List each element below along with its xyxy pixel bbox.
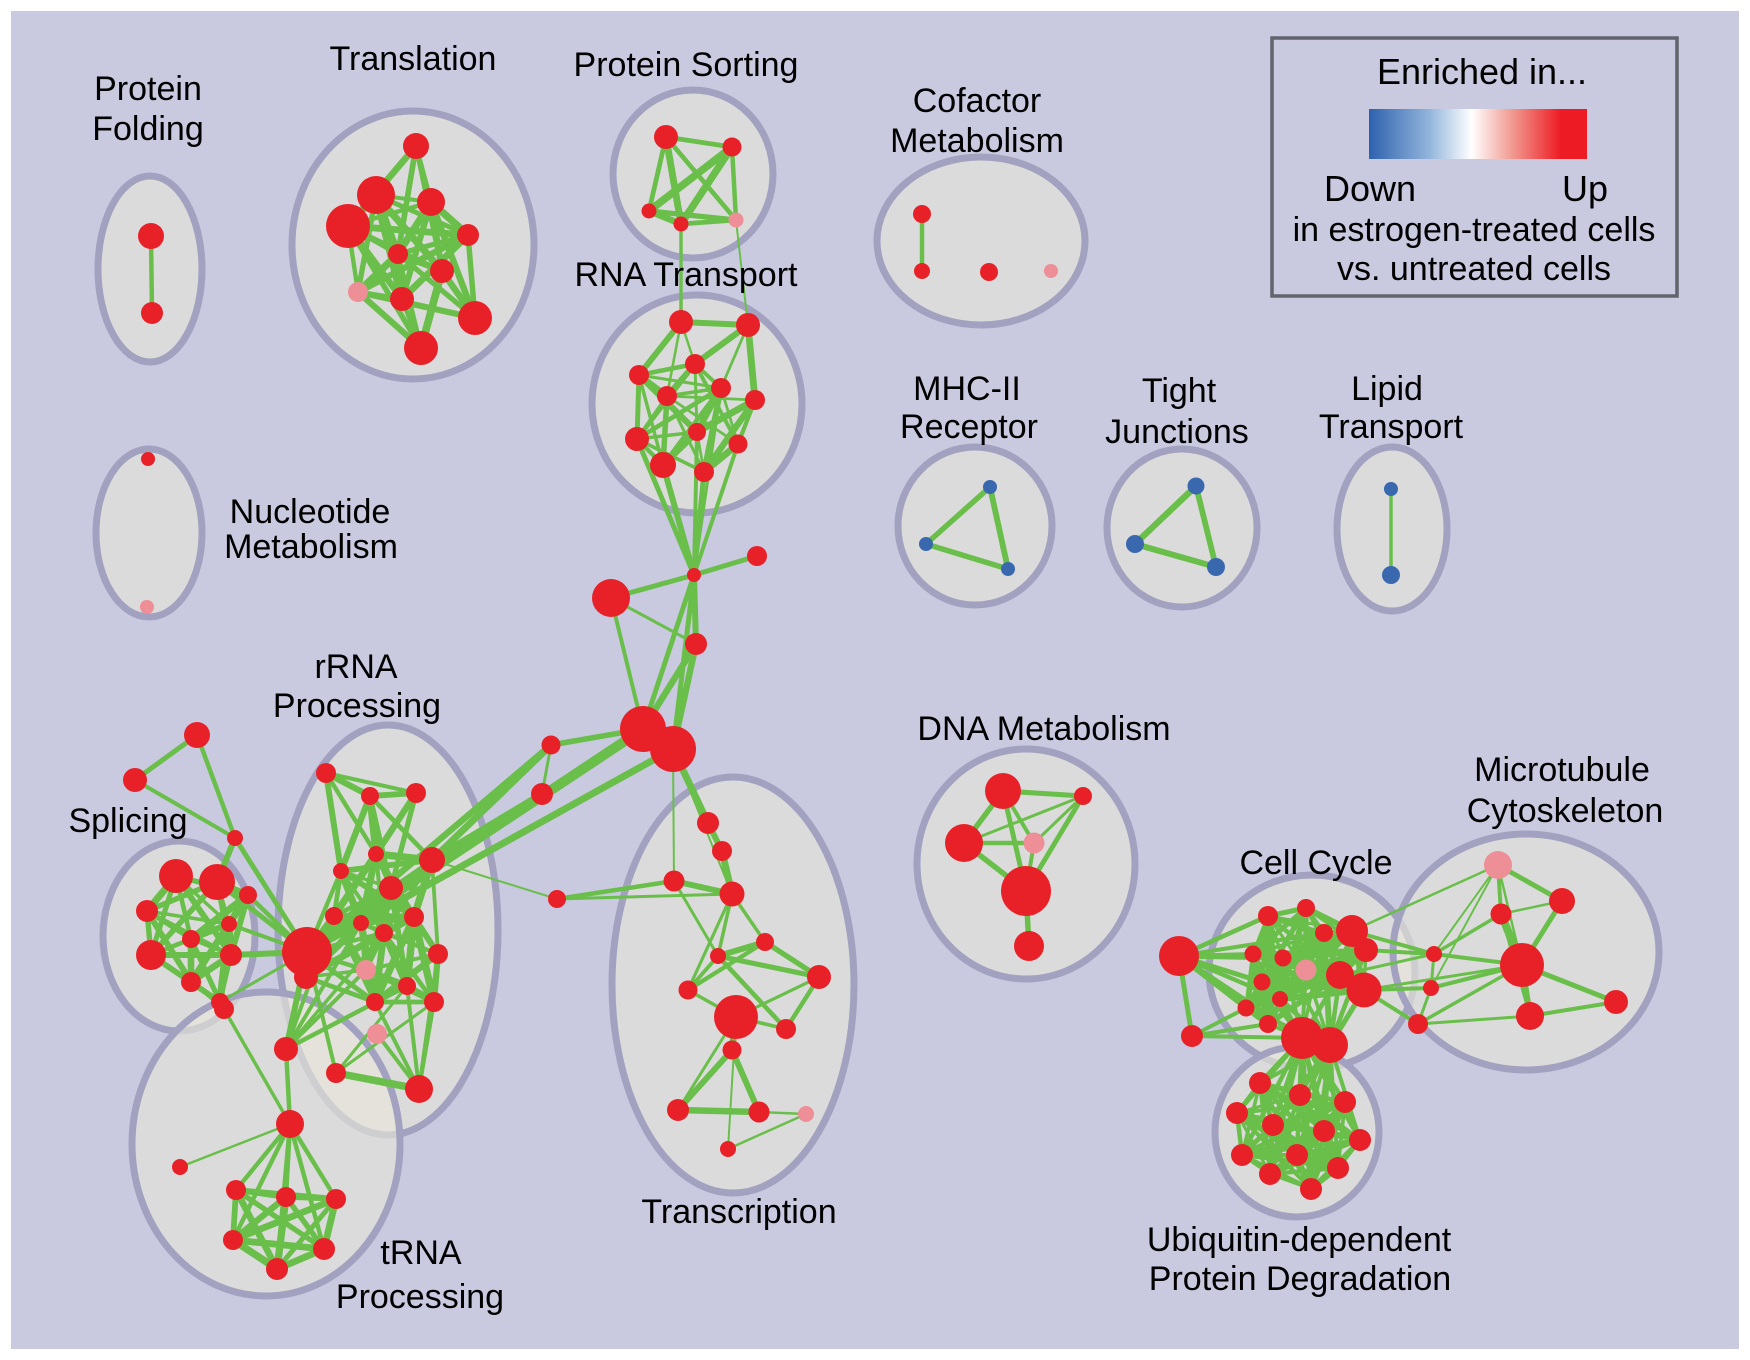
svg-text:RNA Transport: RNA Transport [575,256,799,294]
svg-text:Ubiquitin-dependent: Ubiquitin-dependent [1147,1221,1452,1259]
svg-text:Enriched in...: Enriched in... [1377,51,1587,92]
svg-text:rRNA: rRNA [314,648,397,686]
svg-text:Cofactor: Cofactor [913,82,1042,120]
svg-text:Transcription: Transcription [641,1193,836,1231]
svg-text:Microtubule: Microtubule [1474,751,1650,789]
svg-text:Metabolism: Metabolism [224,528,398,566]
svg-text:Processing: Processing [273,687,441,725]
svg-text:Protein: Protein [94,70,202,108]
svg-text:Nucleotide: Nucleotide [230,493,391,531]
svg-text:Metabolism: Metabolism [890,122,1064,160]
svg-text:Transport: Transport [1319,408,1464,446]
svg-text:Processing: Processing [336,1278,504,1316]
svg-text:MHC-II: MHC-II [913,370,1021,408]
svg-text:Tight: Tight [1142,372,1217,410]
svg-text:Folding: Folding [92,110,204,148]
svg-text:tRNA: tRNA [380,1234,462,1272]
svg-text:Splicing: Splicing [68,802,187,840]
svg-text:Protein Degradation: Protein Degradation [1149,1260,1451,1298]
svg-text:Translation: Translation [330,40,497,78]
svg-text:Cell Cycle: Cell Cycle [1239,844,1392,882]
svg-text:Receptor: Receptor [900,408,1038,446]
svg-text:Up: Up [1562,168,1608,209]
svg-text:Protein Sorting: Protein Sorting [574,46,799,84]
svg-text:Cytoskeleton: Cytoskeleton [1467,792,1664,830]
svg-text:Lipid: Lipid [1351,370,1423,408]
svg-text:Down: Down [1324,168,1416,209]
svg-text:DNA Metabolism: DNA Metabolism [917,710,1170,748]
svg-text:in estrogen-treated cells: in estrogen-treated cells [1293,211,1656,249]
svg-text:vs. untreated cells: vs. untreated cells [1337,250,1611,288]
svg-text:Junctions: Junctions [1105,413,1249,451]
